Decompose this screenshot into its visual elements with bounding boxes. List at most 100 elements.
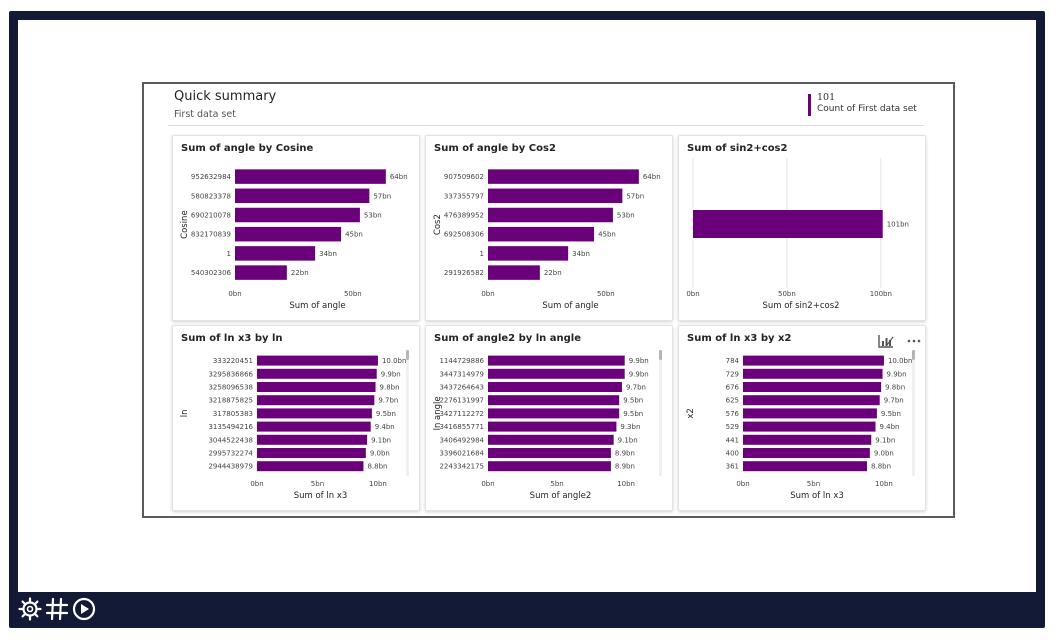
- bar-chart: 333220451 10.0bn 3295836866 9.9bn 3258096538…: [180, 350, 409, 501]
- category-label: 2995732274: [208, 450, 253, 458]
- data-label: 9.8bn: [380, 384, 400, 392]
- category-label: 337355797: [444, 192, 484, 200]
- data-label: 53bn: [364, 212, 382, 220]
- data-label: 9.4bn: [879, 423, 899, 431]
- bar: [693, 210, 883, 238]
- bar: [488, 226, 595, 242]
- bar: [743, 395, 880, 406]
- bar: [743, 461, 868, 472]
- bar-chart: 784 10.0bn 729 9.9bn 676 9.8bn 625 9.7bn 576 9.5b…: [686, 350, 915, 501]
- x-tick-label: 50bn: [344, 290, 362, 298]
- data-label: 57bn: [373, 192, 391, 200]
- kpi-accent-bar: [808, 94, 811, 116]
- bar: [743, 355, 884, 366]
- data-label: 9.0bn: [370, 450, 390, 458]
- kpi-value: 101: [817, 92, 836, 103]
- data-label: 64bn: [390, 173, 408, 181]
- data-label: 8.9bn: [615, 463, 635, 471]
- bar-chart: 1144729886 9.9bn 3447314979 9.9bn 3437264643…: [433, 350, 662, 501]
- chart-card-sum-lnx3-by-ln[interactable]: Sum of ln x3 by ln 333220451 10.0bn 329583…: [172, 325, 420, 511]
- category-label: 441: [726, 436, 739, 444]
- x-axis-title: Sum of angle: [289, 301, 345, 311]
- scrollbar-thumb[interactable]: [659, 350, 662, 360]
- scrollbar-thumb[interactable]: [406, 350, 409, 360]
- settings-gear-icon[interactable]: [17, 596, 43, 622]
- bar: [488, 368, 625, 379]
- x-axis-title: Sum of ln x3: [294, 491, 348, 501]
- y-axis-title: ln angle: [433, 396, 443, 430]
- bar: [488, 382, 622, 392]
- data-label: 45bn: [345, 231, 363, 239]
- analytics-icon[interactable]: [876, 331, 896, 351]
- bar: [488, 434, 614, 445]
- x-tick-label: 0bn: [228, 290, 241, 298]
- chart-title: Sum of angle by Cosine: [181, 143, 314, 154]
- bar-chart: 907509602 64bn 337355797 57bn 476389952 53bn 6…: [433, 169, 661, 311]
- x-tick-label: 10bn: [369, 480, 387, 488]
- report-canvas: Quick summary First data set 101 Count o…: [18, 20, 1036, 592]
- category-label: 361: [726, 463, 739, 471]
- data-label: 8.8bn: [871, 463, 891, 471]
- x-tick-label: 5bn: [550, 480, 563, 488]
- data-label: 9.7bn: [884, 397, 904, 405]
- header-divider: [168, 125, 924, 126]
- chart-card-sum-angle-by-cosine[interactable]: Sum of angle by Cosine 952632984 64bn 5808…: [172, 135, 420, 321]
- bar: [743, 408, 877, 419]
- x-axis-title: Sum of sin2+cos2: [762, 301, 839, 311]
- category-label: 2276131997: [439, 397, 484, 405]
- more-options-icon[interactable]: [907, 339, 921, 343]
- category-label: 784: [726, 357, 740, 365]
- y-axis-title: x2: [686, 408, 696, 418]
- data-label: 9.9bn: [381, 370, 401, 378]
- category-label: 3396021684: [439, 450, 484, 458]
- data-label: 9.5bn: [376, 410, 396, 418]
- category-label: 1: [227, 250, 231, 258]
- scrollbar-track: [406, 350, 409, 476]
- bar: [743, 421, 876, 432]
- data-label: 22bn: [291, 269, 309, 277]
- scrollbar-thumb[interactable]: [912, 350, 915, 360]
- hashtag-grid-icon[interactable]: [44, 596, 70, 622]
- bar: [743, 434, 872, 445]
- bar: [488, 448, 611, 458]
- chart-title: Sum of sin2+cos2: [687, 143, 788, 154]
- data-label: 9.1bn: [618, 436, 638, 444]
- data-label: 9.5bn: [881, 410, 901, 418]
- category-label: 3135494216: [208, 423, 253, 431]
- x-tick-label: 0bn: [250, 480, 263, 488]
- kpi-label: Count of First data set: [817, 104, 917, 114]
- scrollbar-track: [659, 350, 662, 476]
- category-label: 476389952: [444, 212, 484, 220]
- bar: [488, 395, 620, 406]
- data-label: 9.3bn: [620, 423, 640, 431]
- data-label: 34bn: [572, 250, 590, 258]
- bar-chart: 101bn 0bn 50bn 100bn Sum of sin2+cos2: [686, 158, 909, 311]
- data-label: 53bn: [617, 212, 635, 220]
- data-label: 34bn: [319, 250, 337, 258]
- play-circle-icon[interactable]: [71, 596, 97, 622]
- bar: [235, 265, 287, 280]
- chart-card-sum-angle-by-cos2[interactable]: Sum of angle by Cos2 907509602 64bn 337355…: [425, 135, 673, 321]
- x-axis-title: Sum of ln x3: [790, 491, 844, 501]
- x-tick-label: 10bn: [617, 480, 635, 488]
- x-tick-label: 5bn: [311, 480, 324, 488]
- category-label: 3295836866: [208, 370, 253, 378]
- chart-title: Sum of ln x3 by x2: [687, 333, 792, 344]
- bar: [257, 382, 376, 392]
- visual-header: [876, 331, 921, 351]
- data-label: 9.0bn: [874, 450, 894, 458]
- chart-card-sum-angle2-by-ln-angle[interactable]: Sum of angle2 by ln angle 1144729886 9.9b…: [425, 325, 673, 511]
- bar: [257, 434, 368, 445]
- category-label: 529: [726, 423, 739, 431]
- chart-card-sum-lnx3-by-x2[interactable]: Sum of ln x3 by x2 784 10.0bn 729 9.9bn 676 9…: [678, 325, 926, 511]
- data-label: 9.5bn: [623, 410, 643, 418]
- data-label: 10.0bn: [382, 357, 406, 365]
- page-title: Quick summary: [174, 89, 277, 104]
- chart-card-sum-sin2-cos2[interactable]: Sum of sin2+cos2 101bn 0bn 50bn 100bn Sum of…: [678, 135, 926, 321]
- category-label: 952632984: [191, 173, 232, 181]
- bar: [743, 448, 870, 458]
- x-tick-label: 50bn: [597, 290, 615, 298]
- bar: [235, 169, 386, 184]
- chart-title: Sum of ln x3 by ln: [181, 333, 283, 344]
- bar: [488, 461, 611, 472]
